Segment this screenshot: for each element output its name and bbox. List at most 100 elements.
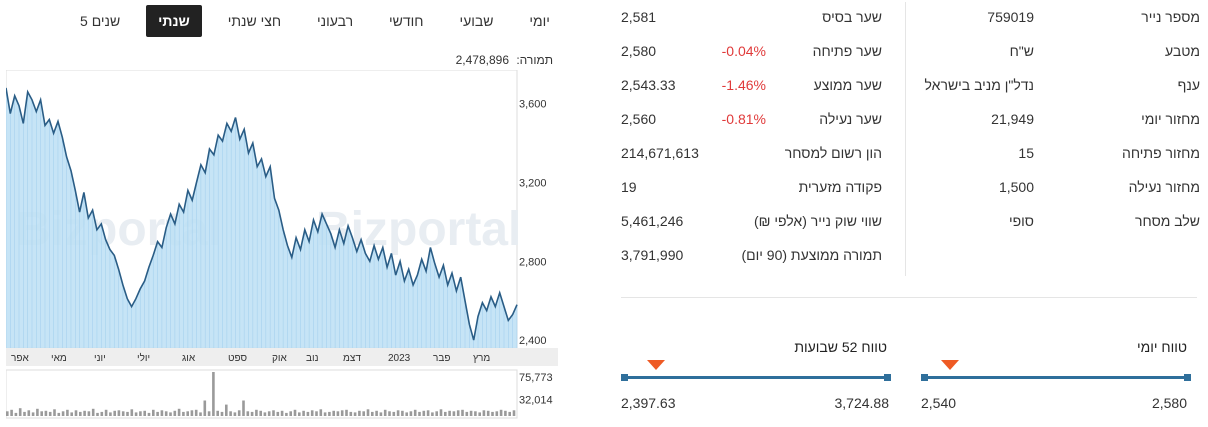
info-value: 2,560 (621, 111, 657, 127)
info-value: 21,949 (991, 111, 1034, 127)
tab-weekly[interactable]: שבועי (459, 13, 494, 29)
volume-bar (401, 410, 404, 416)
volume-bar (109, 412, 112, 416)
volume-bar (263, 412, 267, 416)
info-label: שער נעילה (819, 111, 882, 127)
info-value: 5,461,246 (621, 213, 684, 229)
info-value: 2,580 (621, 43, 657, 59)
volume-bar (61, 411, 65, 416)
tab-quarterly[interactable]: רבעוני (317, 13, 354, 29)
volume-bar (160, 410, 164, 416)
week52-range-low: 2,397.63 (621, 395, 676, 411)
volume-bar (456, 410, 460, 416)
volume-bar (362, 411, 365, 416)
volume-bar (289, 411, 292, 416)
volume-bar (431, 412, 434, 416)
x-tick-label: ספט (228, 353, 248, 364)
volume-bar (66, 409, 69, 416)
tab-yearly[interactable]: שנתי (146, 5, 202, 37)
volume-bar (474, 411, 477, 416)
volume-bar (508, 411, 511, 416)
volume-bar (388, 411, 391, 416)
volume-bar (435, 411, 438, 416)
volume-bar (499, 409, 503, 416)
volume-bar (298, 412, 301, 416)
volume-bar (233, 412, 237, 416)
volume-bar (147, 412, 151, 416)
volume-bar (23, 411, 26, 416)
y-tick-label: 2,800 (519, 256, 547, 268)
period-tabs: יומי שבועי חודשי רבעוני חצי שנתי שנתי 5 … (70, 4, 560, 38)
volume-bar (121, 411, 125, 416)
daily-range-line (924, 376, 1188, 379)
info-label: מספר נייר (1141, 9, 1200, 25)
x-tick-label: אוג (182, 353, 196, 364)
info-value: 2,581 (621, 9, 657, 25)
volume-bar (392, 411, 396, 416)
volume-bar (465, 411, 469, 416)
volume-bar (280, 410, 284, 416)
volume-bar (512, 410, 516, 416)
x-tick-label: יולי (137, 352, 150, 364)
volume-bar (478, 412, 481, 416)
volume-bar (113, 410, 116, 416)
volume-bar (323, 412, 327, 416)
volume-bar (366, 409, 370, 416)
daily-range-high: 2,580 (1151, 395, 1187, 411)
info-label: שווי שוק נייר (אלפי ₪) (753, 213, 882, 229)
info-value: 3,791,990 (621, 247, 684, 263)
volume-bar (220, 411, 224, 416)
week52-range-high: 3,724.88 (834, 395, 890, 411)
info-value: 15 (1018, 145, 1034, 161)
info-value: סופי (1009, 213, 1034, 229)
volume-bar (134, 412, 138, 416)
volume-bar (237, 410, 241, 416)
volume-bar (310, 410, 314, 416)
info-value: נדל"ן מניב בישראל (924, 77, 1034, 93)
x-tick-label: אפר (11, 353, 29, 364)
x-tick-label: נוב (306, 353, 319, 364)
volume-bar (199, 412, 202, 416)
info-label: ענף (1177, 77, 1200, 93)
volume-bar (173, 410, 177, 416)
volume-bar (426, 410, 430, 416)
volume-bar (315, 411, 318, 416)
price-chart[interactable]: Bizportal Bizportal 3,600 3,200 2,800 2,400… (5, 69, 558, 422)
daily-range-end-left (921, 374, 928, 381)
volume-bar (285, 412, 288, 416)
x-tick-label: פבר (433, 353, 450, 364)
volume-bar (100, 411, 104, 416)
volume-bar (358, 410, 361, 416)
x-tick-label: יוני (94, 353, 106, 364)
week52-range-end-left (621, 374, 628, 381)
x-tick-label: דצמ (343, 353, 361, 364)
volume-bar (203, 400, 207, 416)
volume-bar (336, 411, 340, 416)
volume-bar (117, 410, 121, 416)
volume-bar (164, 411, 168, 416)
week52-range-end-right (884, 374, 891, 381)
price-line (5, 87, 518, 341)
tab-5-years[interactable]: 5 שנים (80, 13, 121, 29)
volume-bar (379, 412, 383, 416)
daily-range-end-right (1184, 374, 1191, 381)
daily-range-low: 2,540 (921, 395, 957, 411)
volume-header-value: 2,478,896 (455, 53, 509, 67)
info-label: פקודה מזערית (798, 179, 882, 195)
daily-range-title: טווח יומי (1136, 339, 1187, 355)
tab-monthly[interactable]: חודשי (389, 13, 424, 29)
volume-bar (79, 411, 82, 416)
volume-bar (340, 410, 344, 416)
tab-half-year[interactable]: חצי שנתי (227, 13, 282, 29)
section-divider (621, 297, 1197, 298)
volume-bar (194, 409, 198, 416)
info-label: מחזור יומי (1141, 111, 1200, 127)
volume-bar (319, 409, 323, 416)
volume-bar (246, 411, 250, 416)
tab-daily[interactable]: יומי (529, 13, 550, 29)
volume-bar (74, 410, 78, 416)
volume-tick-label: 75,773 (519, 372, 553, 384)
volume-bar (267, 411, 271, 416)
volume-tick-label: 32,014 (519, 394, 553, 406)
volume-bar (177, 408, 181, 416)
